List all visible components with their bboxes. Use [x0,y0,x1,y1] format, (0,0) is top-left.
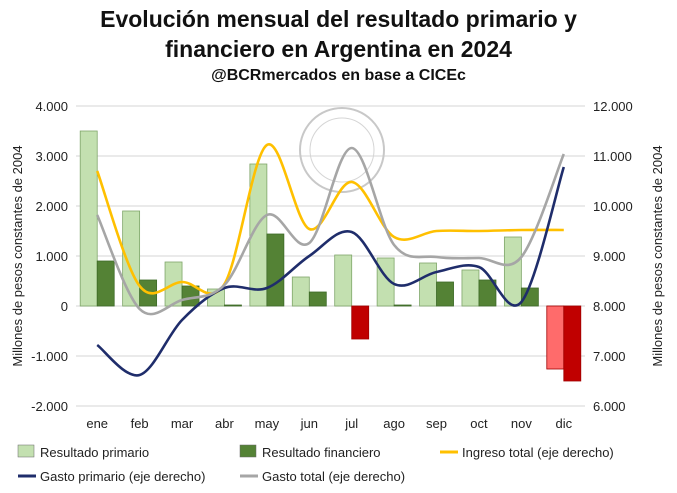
bar-resultado-primario [291,276,310,307]
bar-resultado-financiero [563,305,582,382]
legend-swatch [239,444,257,458]
y-right-tick-label: 12.000 [593,99,633,114]
x-tick-label: feb [131,416,149,431]
y-left-tick-label: 4.000 [35,99,68,114]
x-tick-label: may [255,416,280,431]
y-left-tick-label: 1.000 [35,249,68,264]
bar-resultado-primario [79,130,98,307]
bar-resultado-financiero [436,281,454,307]
bar-resultado-primario [419,262,437,307]
chart-title: Evolución mensual del resultado primario… [100,6,577,32]
y-right-tick-label: 6.000 [593,399,626,414]
watermark-seal-inner [309,117,375,183]
bar-resultado-financiero [266,233,285,307]
x-tick-label: mar [171,416,194,431]
line-gasto-total [96,146,565,316]
watermark-seal-icon [299,107,385,193]
y-right-tick-label: 10.000 [593,199,633,214]
x-tick-label: oct [470,416,488,431]
x-tick-label: nov [511,416,532,431]
x-tick-label: ago [383,416,405,431]
x-tick-label: jul [344,416,358,431]
bar-resultado-financiero [224,304,242,307]
x-tick-label: sep [426,416,447,431]
y-right-tick-label: 9.000 [593,249,626,264]
y-right-tick-label: 11.000 [593,149,632,164]
bar-resultado-financiero [96,260,115,307]
bar-resultado-financiero [478,279,497,307]
line-gasto-primario [96,166,566,377]
y-left-axis-label: Millones de pesos constantes de 2004 [10,145,25,366]
bar-resultado-financiero [308,291,327,307]
bar-resultado-primario [546,305,565,370]
x-tick-label: dic [555,416,572,431]
x-tick-label: jun [300,416,318,431]
y-left-tick-label: -1.000 [31,349,68,364]
y-right-tick-label: 7.000 [593,349,626,364]
y-left-tick-label: 0 [61,299,68,314]
line-ingreso-total [95,143,564,295]
chart-subtitle: @BCRmercados en base a CICEc [211,67,466,84]
x-tick-label: abr [215,416,234,431]
legend-label: Gasto primario (eje derecho) [40,469,205,484]
legend-label: Resultado primario [40,445,149,460]
y-left-tick-label: 3.000 [35,149,68,164]
chart-title-line2: financiero en Argentina en 2024 [165,36,512,62]
y-right-axis-label: Millones de pesos constantes de 2004 [650,145,665,366]
legend-label: Gasto total (eje derecho) [262,469,405,484]
y-right-tick-label: 8.000 [593,299,626,314]
y-left-tick-label: -2.000 [31,399,68,414]
bar-resultado-financiero [393,304,412,307]
legend-label: Ingreso total (eje derecho) [462,445,614,460]
bar-resultado-financiero [351,305,370,340]
legend-label: Resultado financiero [262,445,381,460]
bar-resultado-primario [503,236,522,307]
bar-resultado-primario [122,210,141,307]
x-tick-label: ene [86,416,108,431]
legend-swatch [17,444,35,458]
bar-resultado-primario [334,254,353,307]
y-left-tick-label: 2.000 [35,199,68,214]
bar-resultado-primario [461,269,480,307]
